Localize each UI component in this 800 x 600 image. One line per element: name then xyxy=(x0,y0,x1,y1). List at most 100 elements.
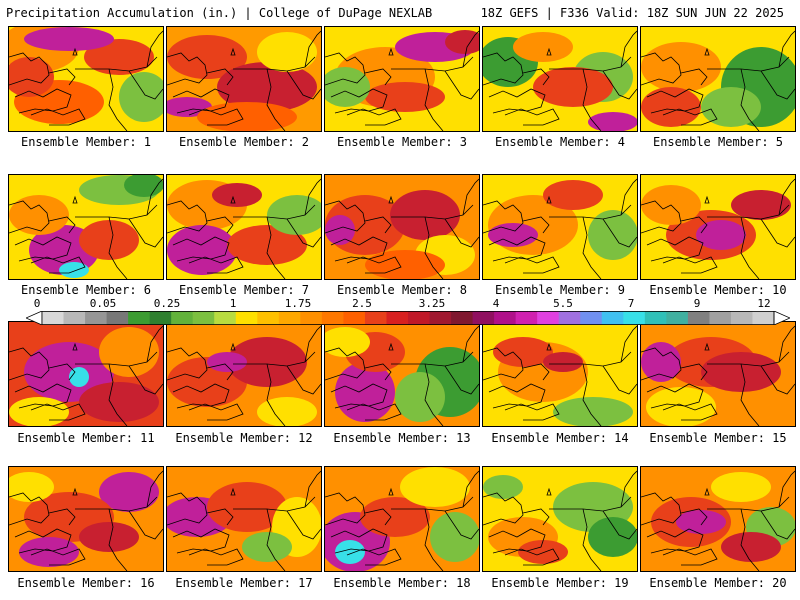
valid-time-label: 18Z GEFS | F336 Valid: 18Z SUN JUN 22 20… xyxy=(480,6,784,20)
precip-blob xyxy=(79,522,139,552)
colorbar-tick-label: 0.05 xyxy=(89,297,117,310)
precip-field xyxy=(651,472,795,562)
colorbar-swatch xyxy=(580,311,603,325)
precip-blob xyxy=(335,362,395,422)
ensemble-member-map-10 xyxy=(640,174,796,280)
ensemble-member-label: Ensemble Member: 8 xyxy=(336,283,468,297)
ensemble-member-label: Ensemble Member: 20 xyxy=(649,576,787,590)
precip-blob xyxy=(711,472,771,502)
geography-outline xyxy=(325,178,479,279)
geography-outline xyxy=(167,178,321,279)
precip-blob xyxy=(207,352,247,372)
colorbar-swatch xyxy=(171,311,194,325)
precip-field xyxy=(325,467,479,571)
precip-blob xyxy=(696,220,746,250)
ensemble-member-label: Ensemble Member: 3 xyxy=(336,135,468,149)
ensemble-member-map-20 xyxy=(640,466,796,572)
geography-outline xyxy=(9,325,163,426)
precip-blob xyxy=(197,102,297,131)
precip-blob xyxy=(257,32,317,72)
ensemble-member-label: Ensemble Member: 7 xyxy=(178,283,310,297)
geography-outline xyxy=(483,30,637,131)
ensemble-member-label: Ensemble Member: 6 xyxy=(20,283,152,297)
ensemble-member-label: Ensemble Member: 11 xyxy=(17,431,155,445)
colorbar-swatch xyxy=(644,311,667,325)
colorbar-swatch xyxy=(386,311,409,325)
ensemble-member-map-16 xyxy=(8,466,164,572)
ensemble-member-map-13 xyxy=(324,321,480,427)
colorbar-swatch xyxy=(257,311,280,325)
precip-blob xyxy=(79,220,139,260)
precip-field xyxy=(488,180,637,260)
precip-blob xyxy=(646,387,716,426)
colorbar-swatch xyxy=(343,311,366,325)
ensemble-member-label: Ensemble Member: 1 xyxy=(20,135,152,149)
geography-outline xyxy=(167,325,321,426)
precip-blob xyxy=(395,372,445,422)
precip-blob xyxy=(217,62,317,112)
precip-blob xyxy=(513,32,573,62)
precip-field xyxy=(167,482,321,562)
precip-blob xyxy=(701,352,781,392)
geography-outline xyxy=(483,178,637,279)
colorbar-swatch xyxy=(85,311,108,325)
geography-outline xyxy=(325,30,479,131)
ensemble-member-label: Ensemble Member: 17 xyxy=(175,576,313,590)
colorbar-min-arrow xyxy=(26,311,43,325)
precip-field xyxy=(167,180,321,275)
precip-blob xyxy=(207,482,287,532)
precip-field xyxy=(483,32,637,131)
colorbar-swatch xyxy=(687,311,710,325)
precip-field xyxy=(167,337,317,426)
colorbar-swatch xyxy=(128,311,151,325)
colorbar-swatch xyxy=(235,311,258,325)
precip-blob xyxy=(99,472,159,512)
colorbar-swatch xyxy=(537,311,560,325)
precip-blob xyxy=(119,72,163,122)
ensemble-member-map-7 xyxy=(166,174,322,280)
geography-outline xyxy=(167,470,321,571)
ensemble-member-label: Ensemble Member: 2 xyxy=(178,135,310,149)
precip-blob xyxy=(543,180,603,210)
ensemble-member-map-14 xyxy=(482,321,638,427)
precip-blob xyxy=(9,195,69,235)
precip-blob xyxy=(24,342,114,402)
precip-blob xyxy=(493,337,553,367)
ensemble-member-label: Ensemble Member: 10 xyxy=(649,283,787,297)
ensemble-member-map-2 xyxy=(166,26,322,132)
precip-blob xyxy=(588,210,637,260)
geography-outline xyxy=(325,325,479,426)
precip-blob xyxy=(518,540,568,564)
ensemble-member-map-5 xyxy=(640,26,796,132)
colorbar-swatch xyxy=(214,311,237,325)
colorbar-swatch xyxy=(472,311,495,325)
precip-blob xyxy=(257,397,317,426)
ensemble-member-map-8 xyxy=(324,174,480,280)
precip-blob xyxy=(227,225,307,265)
ensemble-member-label: Ensemble Member: 4 xyxy=(494,135,626,149)
ensemble-member-label: Ensemble Member: 13 xyxy=(333,431,471,445)
precip-blob xyxy=(212,183,262,207)
geography-outline xyxy=(641,325,795,426)
precip-blob xyxy=(641,87,701,127)
colorbar-swatch xyxy=(192,311,215,325)
precip-blob xyxy=(69,367,89,387)
chart-title: Precipitation Accumulation (in.) | Colle… xyxy=(6,6,433,20)
colorbar-tick-label: 0 xyxy=(33,297,41,310)
precip-blob xyxy=(267,195,321,235)
precip-blob xyxy=(365,250,445,279)
colorbar-swatch xyxy=(730,311,753,325)
precip-blob xyxy=(325,215,355,245)
precip-blob xyxy=(227,337,307,387)
colorbar-swatch xyxy=(429,311,452,325)
colorbar-swatch xyxy=(558,311,581,325)
geography-outline xyxy=(325,470,479,571)
geography-outline xyxy=(9,30,163,131)
precip-blob xyxy=(721,532,781,562)
geography-outline xyxy=(483,325,637,426)
geography-outline xyxy=(9,470,163,571)
precip-blob xyxy=(325,327,370,357)
colorbar-tick-label: 1 xyxy=(229,297,237,310)
geography-outline xyxy=(9,178,163,279)
precip-field xyxy=(9,27,163,124)
